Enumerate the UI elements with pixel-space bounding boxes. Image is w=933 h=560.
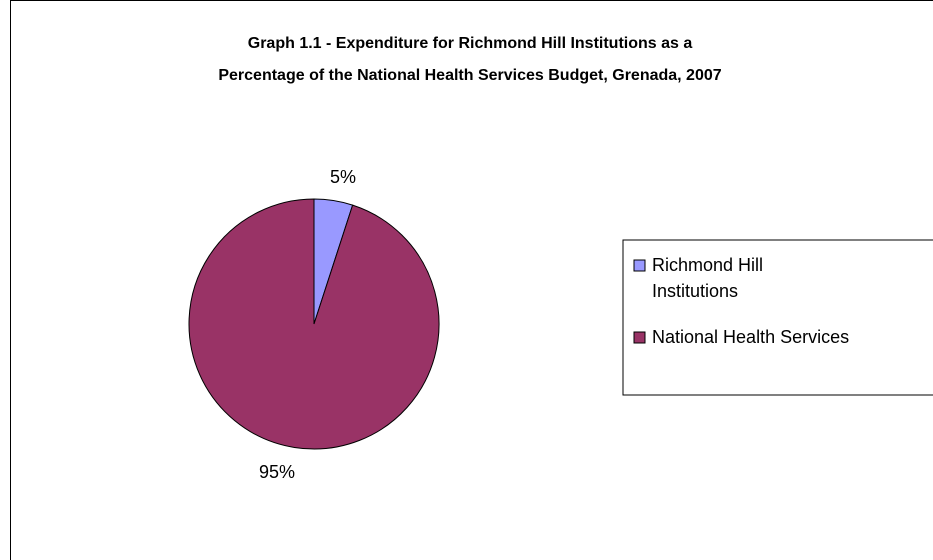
chart-title-line-2: Percentage of the National Health Servic… — [218, 67, 721, 84]
chart-title-line-1: Graph 1.1 - Expenditure for Richmond Hil… — [248, 35, 693, 52]
legend-swatch-2 — [633, 331, 646, 344]
legend-label-1-line-2: Institutions — [652, 281, 738, 301]
legend-label-1-line-1: Richmond Hill — [652, 255, 763, 275]
data-label-1: 5% — [330, 167, 356, 187]
data-labels: 5% 95% — [259, 167, 356, 482]
legend: Richmond Hill Institutions National Health… — [622, 239, 933, 396]
legend-swatch-1 — [633, 259, 646, 272]
pie-slice-2 — [188, 198, 440, 450]
legend-label-2-line-1: National Health Services — [652, 327, 849, 347]
legend-box — [622, 239, 933, 396]
data-label-2: 95% — [259, 462, 295, 482]
chart-title: Graph 1.1 - Expenditure for Richmond Hil… — [218, 35, 721, 84]
pie-chart: Graph 1.1 - Expenditure for Richmond Hil… — [188, 35, 933, 482]
pie-plot — [188, 198, 440, 450]
